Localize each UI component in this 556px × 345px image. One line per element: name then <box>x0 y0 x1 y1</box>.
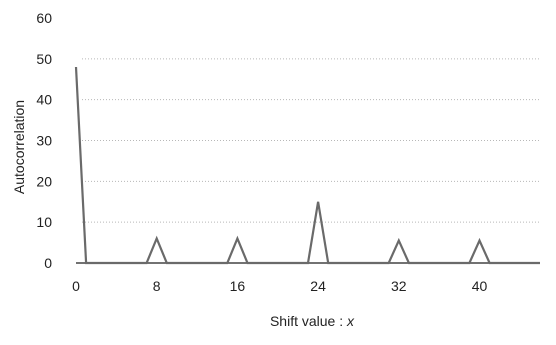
y-tick-label: 40 <box>36 92 52 108</box>
series-lines <box>74 66 540 265</box>
x-tick-label: 16 <box>230 278 246 294</box>
y-tick-label: 10 <box>36 214 52 230</box>
y-axis-title: Autocorrelation <box>11 100 27 194</box>
series-line-0 <box>74 66 540 265</box>
x-tick-label: 8 <box>153 278 161 294</box>
y-tick-label: 20 <box>36 173 52 189</box>
grid-lines <box>82 58 540 223</box>
x-tick-label: 32 <box>391 278 407 294</box>
y-tick-label: 0 <box>44 255 52 271</box>
y-tick-label: 60 <box>36 10 52 26</box>
x-tick-labels: 0 8 16 24 32 40 <box>72 278 487 294</box>
y-tick-label: 30 <box>36 133 52 149</box>
x-tick-label: 24 <box>310 278 326 294</box>
x-tick-label: 40 <box>472 278 488 294</box>
x-axis-title: Shift value : x <box>270 313 355 329</box>
x-tick-label: 0 <box>72 278 80 294</box>
y-tick-labels: 0 10 20 30 40 50 60 <box>36 10 52 271</box>
y-tick-label: 50 <box>36 51 52 67</box>
